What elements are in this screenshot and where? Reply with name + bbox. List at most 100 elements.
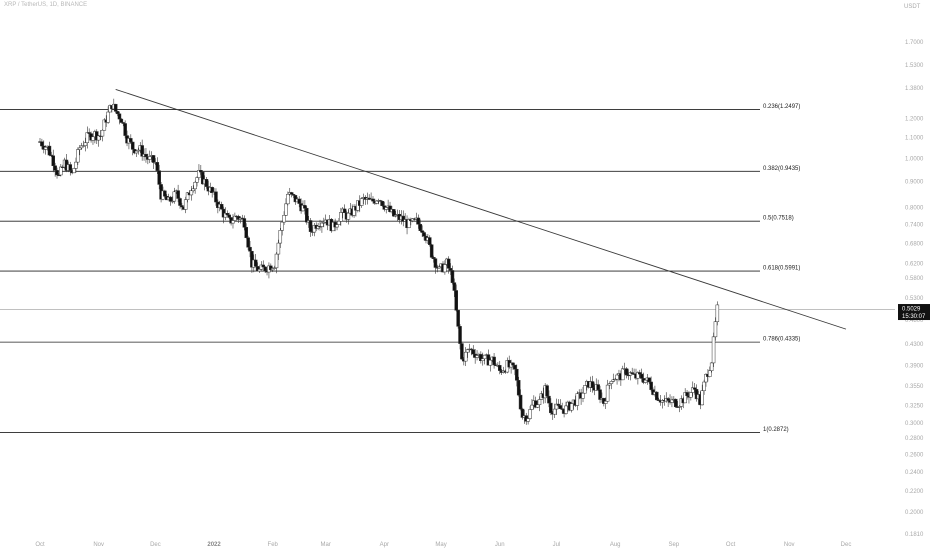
candle-bull: [170, 200, 175, 203]
fib-level-label: 0.618(0.5991): [763, 266, 800, 272]
candle-bull: [410, 218, 415, 222]
x-axis-tick-label: Nov: [93, 542, 104, 548]
candle-bull: [690, 387, 695, 393]
candle-bull: [189, 190, 194, 196]
descending-trendline: [115, 88, 847, 330]
candle-bull: [185, 192, 190, 200]
candle-bear: [513, 364, 517, 370]
candle-bear: [422, 232, 426, 237]
candle-bear: [655, 391, 659, 401]
candle-bull: [583, 385, 587, 394]
y-axis-tick-label: 0.2200: [905, 489, 924, 495]
candle-bull: [609, 381, 614, 384]
candle-bear: [656, 399, 661, 401]
candle-bull: [276, 242, 281, 255]
candle-bull: [136, 149, 141, 152]
candle-bull: [554, 403, 559, 410]
candle-bull: [346, 212, 351, 220]
candle-bull: [286, 194, 290, 205]
candle-bull: [564, 405, 568, 414]
candle-bear: [515, 368, 519, 381]
y-axis-tick-label: 0.4800: [905, 318, 924, 324]
candle-bull: [713, 321, 718, 338]
candle-bull: [191, 188, 196, 192]
y-axis-tick-label: 0.2000: [905, 510, 924, 516]
candle-bear: [210, 187, 214, 193]
x-axis-tick-label: Jun: [495, 542, 505, 548]
candle-bear: [511, 362, 515, 366]
candle-bull: [488, 359, 493, 366]
candle-bear: [40, 141, 44, 147]
y-axis-tick-label: 0.6800: [905, 241, 924, 247]
candle-bear: [673, 398, 678, 408]
candle-bear: [380, 201, 385, 207]
candle-bear: [692, 387, 697, 390]
candle-bull: [183, 199, 188, 210]
candle-bull: [172, 191, 177, 202]
candle-bull: [106, 111, 110, 123]
candle-bull: [316, 226, 320, 229]
candle-bear: [685, 392, 689, 396]
candle-bull: [335, 224, 339, 228]
x-axis-tick-label: Apr: [380, 542, 389, 548]
candle-bull: [257, 269, 262, 272]
candle-bear: [244, 227, 248, 238]
candle-bear: [547, 395, 551, 404]
candle-bull: [482, 354, 487, 360]
candle-bear: [342, 208, 347, 213]
candle-bear: [454, 290, 458, 311]
x-axis-tick-label: Jul: [553, 542, 561, 548]
candle-bear: [498, 365, 502, 371]
candle-bull: [530, 404, 534, 410]
candle-bear: [516, 380, 521, 396]
candle-bear: [297, 198, 301, 204]
candle-bull: [437, 266, 441, 269]
candle-bear: [558, 405, 563, 409]
candle-bull: [339, 212, 343, 222]
candle-bear: [308, 220, 313, 232]
candle-bull: [709, 362, 714, 371]
candle-bear: [123, 123, 127, 136]
candle-bear: [450, 270, 455, 283]
candle-bear: [639, 373, 644, 379]
candle-bull: [81, 145, 86, 147]
candle-bull: [581, 392, 585, 399]
candle-bear: [392, 209, 396, 217]
candle-bear: [289, 192, 294, 195]
candle-bear: [456, 309, 460, 327]
y-axis-tick-label: 0.2400: [905, 470, 924, 476]
candle-bear: [420, 230, 424, 233]
candle-bear: [492, 356, 496, 366]
candle-bear: [666, 398, 670, 401]
candle-bull: [552, 408, 557, 415]
candle-bear: [433, 258, 438, 268]
candle-bear: [431, 257, 436, 259]
candle-bear: [51, 155, 55, 166]
y-axis-tick-label: 1.3800: [905, 86, 924, 92]
candle-bear: [418, 224, 423, 231]
y-axis-tick-label: 0.5300: [905, 296, 924, 302]
candle-bull: [278, 230, 283, 244]
candle-bull: [689, 392, 693, 398]
candle-bull: [359, 198, 364, 206]
candle-bear: [68, 164, 73, 171]
candle-bear: [649, 381, 653, 390]
candle-bull: [337, 221, 341, 225]
candle-bull: [526, 418, 530, 422]
candle-bull: [463, 351, 468, 362]
candle-bear: [638, 372, 642, 375]
candle-bear: [176, 190, 180, 199]
candle-bear: [113, 103, 118, 112]
candle-bear: [303, 205, 307, 209]
candle-bear: [549, 402, 553, 414]
candle-bear: [452, 282, 457, 291]
y-axis-tick-label: 0.9000: [905, 180, 924, 186]
candle-bear: [242, 218, 247, 228]
candle-bull: [603, 400, 608, 404]
candle-bull: [76, 149, 80, 163]
candle-bear: [117, 113, 122, 120]
candle-bear: [49, 154, 54, 157]
y-axis-tick-label: 0.2600: [905, 452, 924, 458]
